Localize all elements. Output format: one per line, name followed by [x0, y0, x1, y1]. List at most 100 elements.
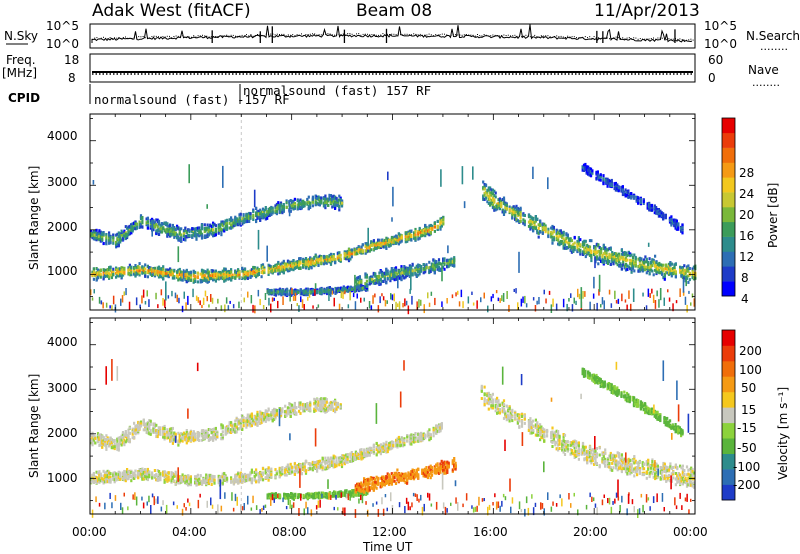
data-cell-0 — [119, 269, 122, 273]
noise-search-dot — [408, 34, 410, 36]
data-cell-4 — [626, 264, 629, 268]
data-cell-0 — [413, 234, 416, 238]
data-cell-1 — [338, 194, 341, 198]
noise-search-dot — [571, 36, 573, 38]
data-cell-5 — [607, 181, 611, 185]
data-cell-3 — [419, 265, 423, 269]
data-cell-1 — [173, 235, 176, 239]
data-cell-1 — [105, 233, 108, 237]
noise-search-dot — [415, 33, 417, 35]
data-cell-0 — [231, 276, 234, 279]
data-cell-4 — [623, 266, 626, 270]
data-cell-3 — [392, 273, 395, 277]
data-cell-4 — [536, 217, 539, 221]
data-cell-1 — [157, 222, 161, 226]
data-cell-1 — [270, 213, 273, 216]
data-cell-2 — [269, 289, 272, 293]
data-cell-0 — [105, 274, 108, 278]
noise-search-dot — [305, 34, 307, 36]
noise-search-dot — [382, 33, 384, 35]
data-cell-4 — [527, 213, 531, 217]
data-cell-1 — [338, 205, 341, 209]
data-cell-0 — [307, 263, 310, 267]
data-cell-1 — [173, 231, 176, 235]
data-cell-4 — [665, 265, 668, 269]
data-cell-0 — [130, 273, 133, 276]
data-cell-4 — [581, 240, 585, 244]
data-cell-1 — [223, 229, 226, 233]
data-cell-4 — [487, 194, 490, 198]
data-cell-0 — [345, 250, 348, 254]
data-cell-3 — [433, 266, 436, 270]
data-cell-4 — [642, 261, 646, 265]
data-cell-1 — [162, 222, 165, 226]
data-cell-0 — [331, 257, 334, 261]
data-cell-4 — [579, 248, 582, 252]
data-cell-2 — [306, 288, 309, 292]
data-cell-4 — [652, 258, 655, 262]
noise-sky-line — [91, 24, 693, 43]
noise-search-dot — [670, 38, 672, 40]
noise-search-dot — [353, 34, 355, 36]
data-cell-3 — [396, 273, 399, 277]
data-cell-5 — [585, 165, 588, 169]
data-cell-3 — [379, 277, 382, 281]
data-cell-4 — [644, 268, 647, 272]
data-cell-3 — [364, 275, 367, 279]
data-cell-3 — [408, 275, 411, 278]
data-cell-4 — [561, 241, 564, 245]
freq-left-unit: [MHz] — [2, 66, 37, 80]
data-cell-0 — [237, 269, 240, 273]
data-cell-1 — [307, 200, 310, 204]
data-cell-1 — [146, 224, 149, 227]
data-cell-1 — [169, 234, 172, 238]
data-cell-4 — [482, 180, 485, 184]
data-cell-4 — [486, 191, 489, 195]
noise-search-dot — [426, 34, 428, 36]
data-cell-0 — [277, 272, 280, 276]
data-cell-4 — [570, 239, 573, 243]
data-cell-0 — [324, 260, 327, 264]
data-cell-5 — [591, 169, 594, 173]
noise-search-dot — [540, 35, 542, 37]
data-cell-0 — [385, 242, 388, 245]
data-cell-3 — [360, 283, 363, 287]
data-cell-0 — [128, 267, 131, 271]
data-cell-1 — [234, 221, 237, 225]
data-cell-0 — [203, 276, 206, 280]
data-cell-1 — [320, 198, 323, 202]
data-cell-4 — [598, 249, 601, 253]
data-cell-0 — [370, 240, 373, 244]
data-cell-4 — [483, 193, 486, 197]
data-cell-0 — [117, 274, 120, 278]
data-cell-4 — [491, 198, 494, 202]
data-cell-1 — [174, 231, 177, 235]
data-cell-5 — [581, 166, 584, 169]
data-cell-0 — [431, 226, 434, 230]
data-cell-0 — [189, 271, 192, 275]
data-cell-1 — [311, 197, 314, 201]
data-cell-0 — [314, 263, 317, 267]
data-cell-0 — [404, 231, 407, 235]
data-cell-5 — [584, 162, 587, 166]
data-cell-1 — [339, 196, 342, 200]
data-cell-3 — [425, 265, 428, 269]
data-cell-1 — [205, 226, 208, 230]
data-cell-4 — [584, 239, 587, 243]
data-cell-4 — [558, 234, 561, 238]
data-cell-0 — [110, 276, 113, 280]
data-cell-1 — [302, 199, 305, 203]
cpid-segment-2: normalsound (fast) 157 RF — [243, 83, 431, 98]
data-cell-0 — [160, 272, 163, 276]
noise-search-dot — [133, 37, 135, 39]
data-cell-1 — [192, 227, 195, 231]
data-cell-0 — [354, 248, 357, 252]
data-cell-4 — [519, 208, 522, 211]
data-cell-1 — [281, 209, 284, 212]
data-cell-0 — [217, 270, 220, 274]
data-cell-1 — [91, 236, 94, 240]
data-cell-0 — [162, 277, 165, 281]
data-cell-4 — [667, 267, 671, 271]
data-cell-4 — [530, 226, 533, 230]
data-cell-3 — [424, 268, 427, 271]
